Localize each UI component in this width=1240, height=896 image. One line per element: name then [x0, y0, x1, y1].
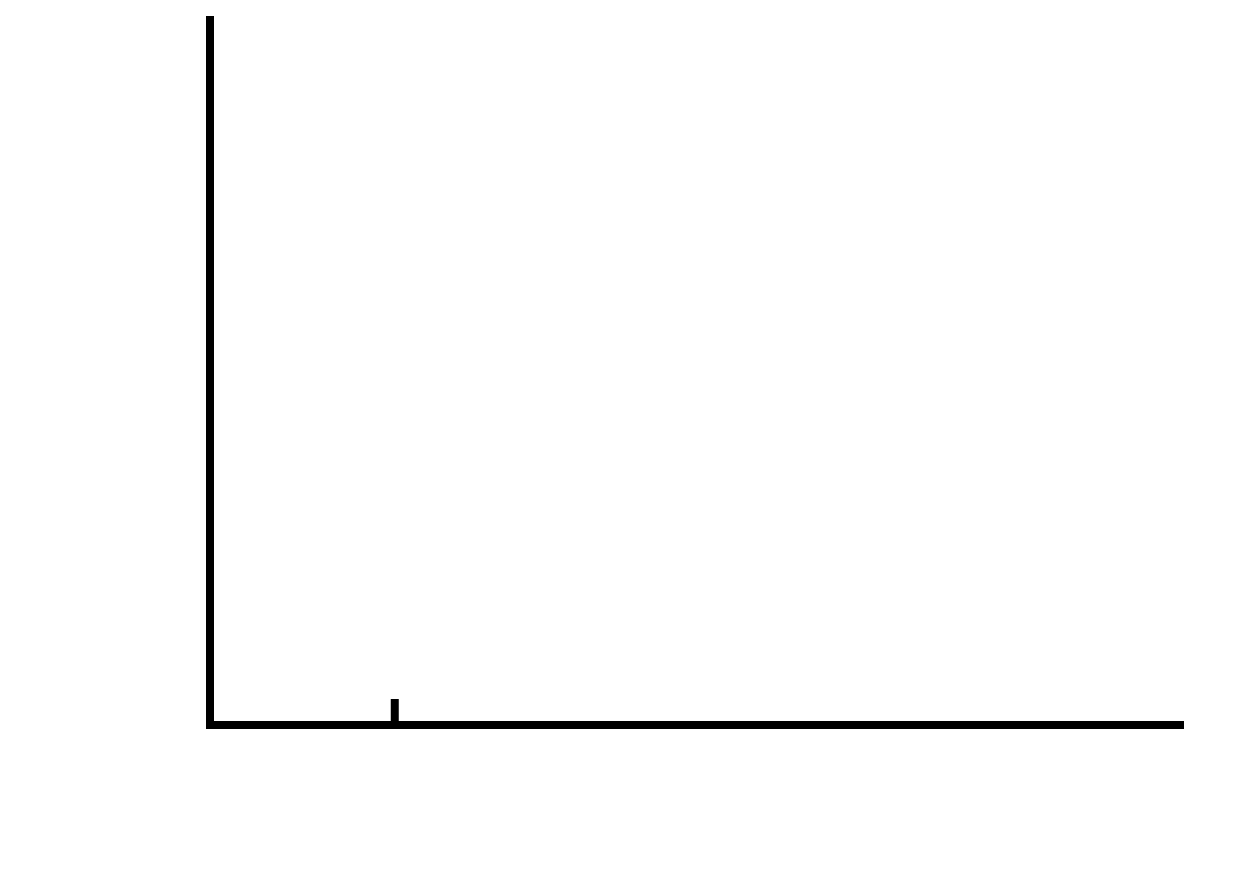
isotherm-chart	[0, 0, 1240, 896]
chart-svg	[0, 0, 1240, 896]
